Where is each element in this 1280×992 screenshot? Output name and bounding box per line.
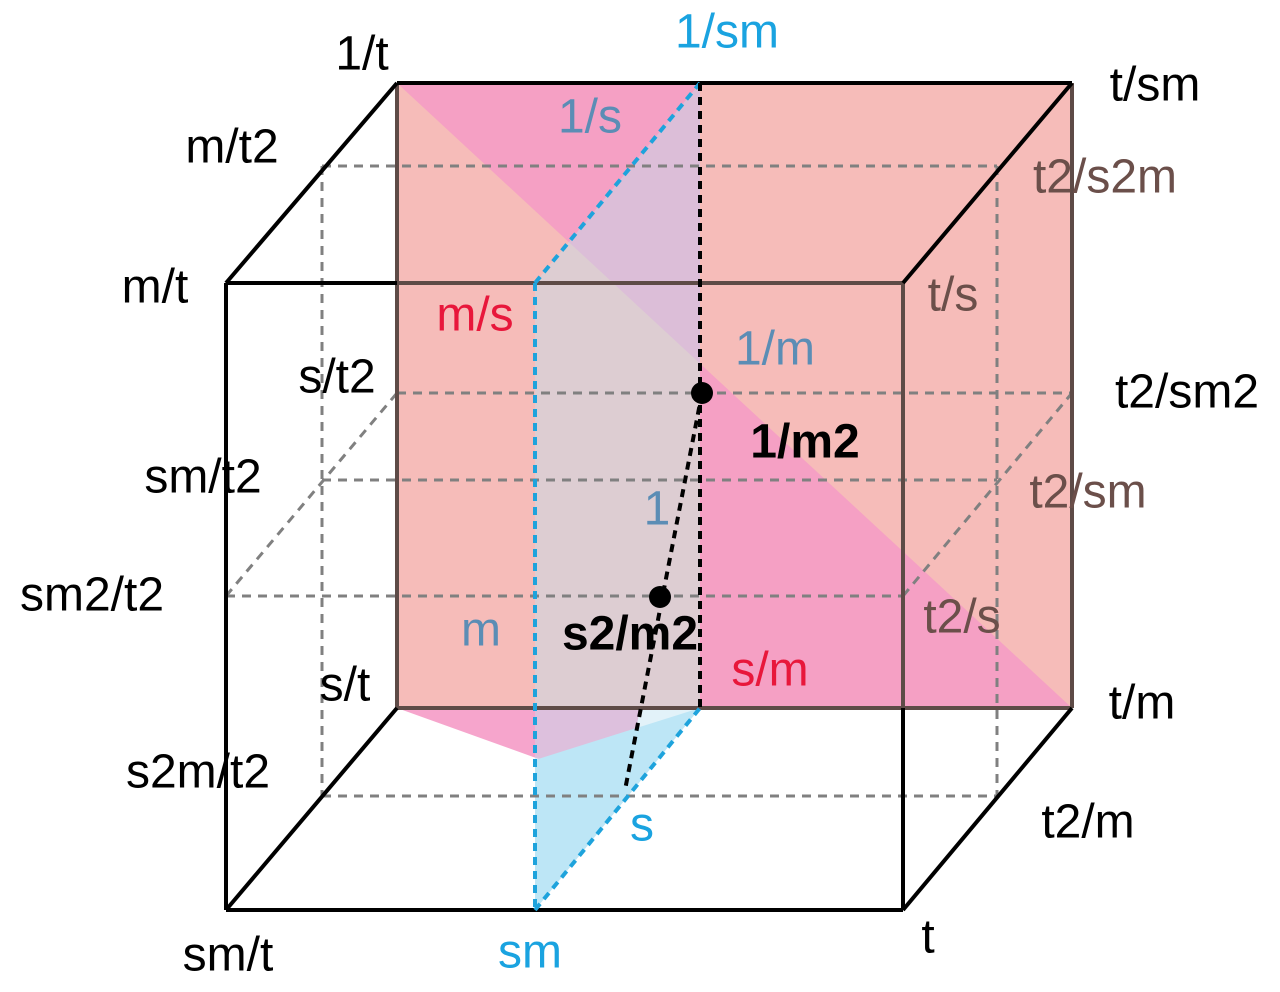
cube-label: 1/t — [335, 28, 388, 81]
cube-label: t/m — [1109, 677, 1176, 730]
cube-label: 1/sm — [675, 6, 779, 59]
cube-label: m/t — [122, 261, 189, 314]
cube-label: 1/s — [558, 91, 622, 144]
cube-label: t2/s2m — [1033, 151, 1177, 204]
cube-label: 1 — [644, 483, 671, 536]
cube-label: t/s — [928, 269, 979, 322]
cube-label: m/s — [436, 289, 513, 342]
cube-label: t2/sm2 — [1115, 366, 1259, 419]
front-edges — [224, 81, 1074, 912]
grid-lines — [224, 164, 1074, 798]
cube-label: t2/sm — [1029, 466, 1146, 519]
cube-label: 1/m — [735, 323, 815, 376]
cube-label: t/sm — [1110, 59, 1201, 112]
cube-label: s — [630, 799, 654, 852]
cube-label: sm — [498, 926, 562, 979]
back-edges — [395, 83, 1074, 710]
cube-label: s/t — [320, 659, 371, 712]
cube-label: sm/t — [183, 929, 274, 982]
cube-label: 1/m2 — [750, 416, 859, 469]
cube-label: sm/t2 — [144, 451, 261, 504]
cube-label: t — [921, 911, 934, 964]
cube-label: s2/m2 — [562, 608, 698, 661]
cube-label: s2m/t2 — [126, 746, 270, 799]
cube-label: s/m — [731, 644, 808, 697]
cube-label: s/t2 — [298, 351, 375, 404]
dashed-constructions — [533, 81, 713, 912]
blue-plane — [535, 83, 700, 910]
cube-label: m/t2 — [185, 121, 278, 174]
cube-label: t2/m — [1041, 796, 1134, 849]
cube-label: m — [461, 604, 501, 657]
cube-label: t2/s — [923, 591, 1000, 644]
cube-label: sm2/t2 — [20, 569, 164, 622]
